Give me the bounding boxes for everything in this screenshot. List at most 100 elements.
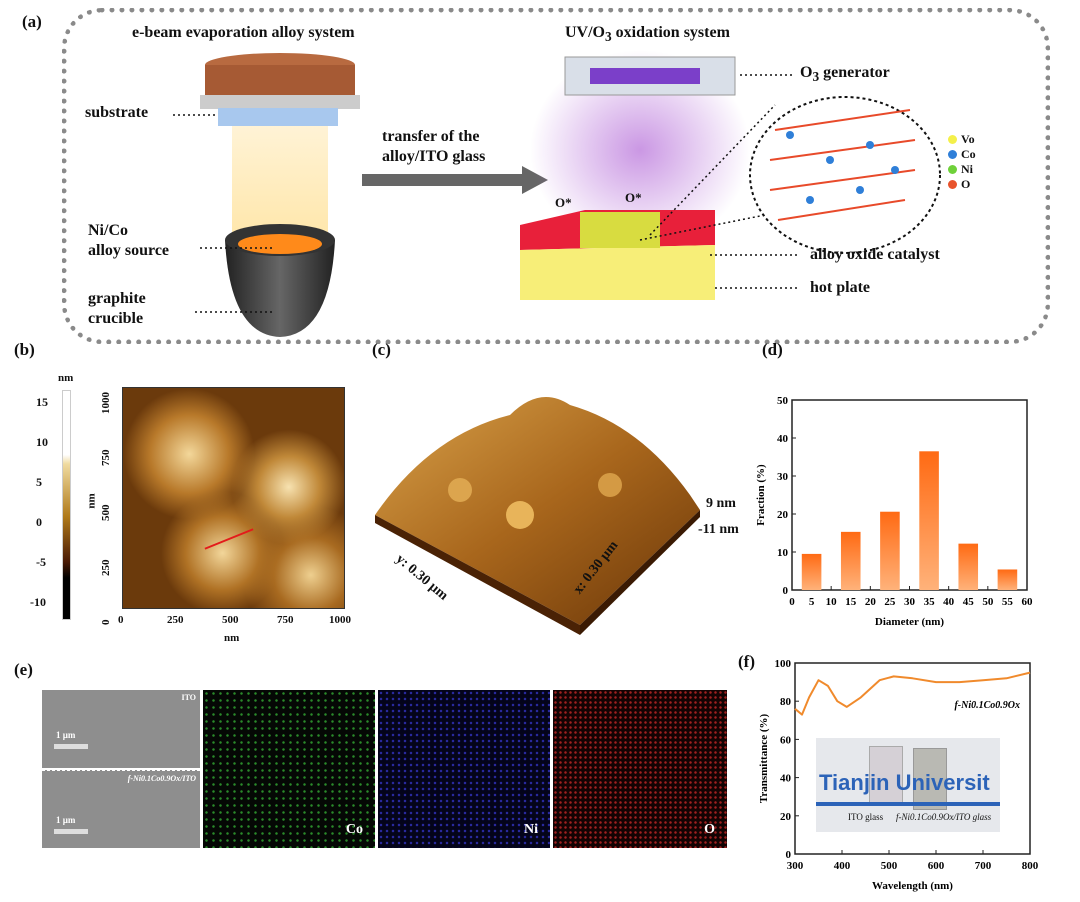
left-title: e-beam evaporation alloy system (132, 24, 355, 41)
atom-icon (948, 165, 957, 174)
x-tick-label: 300 (787, 860, 804, 872)
x-tick-label: 25 (884, 596, 896, 608)
crystal-inset (749, 96, 941, 254)
x-tick-label: 45 (963, 596, 975, 608)
catalyst-glass (913, 748, 947, 810)
ito-glass-label: ITO glass (848, 812, 884, 822)
afm-y-tick: 1000 (100, 392, 112, 414)
y-axis-label: Transmittance (%) (758, 714, 770, 804)
bar-25nm (880, 511, 900, 590)
scale-label: 1 µm (56, 815, 76, 825)
colorbar-tick: 0 (36, 515, 42, 529)
legend-label: Vo (961, 132, 975, 146)
bar-35nm (919, 451, 939, 590)
ozone-label: O* (625, 190, 642, 205)
x-tick-label: 0 (789, 596, 795, 608)
substrate-graphic (218, 108, 338, 126)
afm-x-tick: 750 (277, 614, 294, 626)
source-label: Ni/Co (88, 222, 128, 239)
colorbar-tick: -5 (36, 555, 46, 569)
diameter-histogram: 0 5 10 15 20 25 30 35 40 45 50 55 60 0 10 20 30 40 50 Diame… (755, 395, 1034, 628)
afm-y-tick: 0 (100, 619, 112, 626)
x-tick-label: 10 (826, 596, 838, 608)
colorbar-tick: 15 (36, 395, 48, 409)
legend-item-vo: Vo (948, 132, 976, 147)
schematic (170, 50, 941, 337)
x-axis-label: Wavelength (nm) (872, 880, 953, 892)
right-title: UV/O3 oxidation system (565, 24, 730, 45)
scale-bar (54, 744, 88, 749)
panel-f-label: (f) (738, 652, 755, 671)
inset-text: Tianjin Universit (819, 770, 990, 795)
transfer-label-2: alloy/ITO glass (382, 148, 486, 165)
afm-x-tick: 0 (118, 614, 124, 626)
y-tick-label: 10 (777, 547, 789, 559)
legend-label: O (961, 177, 971, 191)
inset-line (816, 802, 1000, 806)
panel-e-label: (e) (14, 660, 33, 679)
colorbar-tick: 10 (36, 435, 48, 449)
x-tick-label: 20 (865, 596, 877, 608)
bar-15nm (840, 531, 861, 590)
plot-frame (791, 399, 1028, 591)
afm-x-tick: 250 (167, 614, 184, 626)
transfer-arrow (522, 166, 548, 194)
bar-45nm (958, 543, 979, 590)
transmittance-chart: 300 400 500 600 700 800 0 20 40 60 80 100 Wavelength… (758, 658, 1039, 892)
x-tick-label: 500 (881, 860, 898, 872)
legend-label: Co (961, 147, 976, 161)
y-axis-label: Fraction (%) (755, 464, 767, 526)
scale-bar (54, 829, 88, 834)
y-tick-label: 20 (777, 509, 789, 521)
afm-y-tick: 250 (100, 559, 112, 577)
y-tick-label: 40 (777, 433, 789, 445)
x-tick-label: 60 (1022, 596, 1034, 608)
bar-5nm (801, 553, 822, 590)
map-label: Ni (524, 822, 538, 837)
z-max-label: 9 nm (706, 496, 736, 511)
x-tick-label: 55 (1002, 596, 1014, 608)
eds-map-o: O (553, 690, 727, 848)
colorbar-tick: -10 (30, 595, 46, 609)
substrate-label: substrate (85, 104, 149, 121)
ito-tag: ITO (181, 693, 196, 702)
atom-icon (948, 180, 957, 189)
x-tick-label: 800 (1022, 860, 1039, 872)
o3-generator-graphic (590, 68, 700, 84)
panel-a-frame (62, 8, 1050, 344)
x-tick-label: 30 (904, 596, 916, 608)
afm-x-tick: 500 (222, 614, 239, 626)
crucible-graphic (225, 240, 335, 337)
plot-frame (794, 662, 1031, 855)
panel-c-label: (c) (372, 340, 391, 359)
y-tick-label: 0 (783, 585, 789, 597)
catalyst-tag: f-Ni0.1Co0.9Ox/ITO (127, 774, 196, 783)
panel-d-label: (d) (762, 340, 783, 359)
hot-plate-graphic (520, 245, 715, 300)
y-tick-label: 20 (780, 811, 792, 823)
x-axis-label: Diameter (nm) (875, 616, 944, 628)
legend-item-ni: Ni (948, 162, 976, 177)
sem-ito: ITO 1 µm (42, 690, 200, 768)
x-tick-label: 400 (834, 860, 851, 872)
colorbar (62, 390, 71, 620)
afm-ylabel: nm (85, 493, 98, 509)
afm-image (122, 387, 345, 609)
sem-catalyst: f-Ni0.1Co0.9Ox/ITO 1 µm (42, 770, 200, 848)
crystal-legend: Vo Co Ni O (948, 132, 976, 192)
y-tick-label: 80 (780, 696, 792, 708)
afm-y-tick: 500 (100, 504, 112, 522)
crucible-label: graphite (88, 290, 146, 307)
afm-y-tick: 750 (100, 449, 112, 467)
afm-x-tick: 1000 (329, 614, 351, 626)
ozone-label: O* (555, 195, 572, 210)
y-tick-label: 30 (777, 471, 789, 483)
y-tick-label: 40 (780, 773, 792, 785)
bar-55nm (997, 569, 1018, 590)
atom-icon (948, 150, 957, 159)
y-tick-label: 100 (775, 658, 792, 670)
source-label-2: alloy source (88, 242, 170, 259)
x-tick-label: 600 (928, 860, 945, 872)
eds-map-ni: Ni (378, 690, 550, 848)
catalyst-label: alloy oxide catalyst (810, 246, 940, 263)
